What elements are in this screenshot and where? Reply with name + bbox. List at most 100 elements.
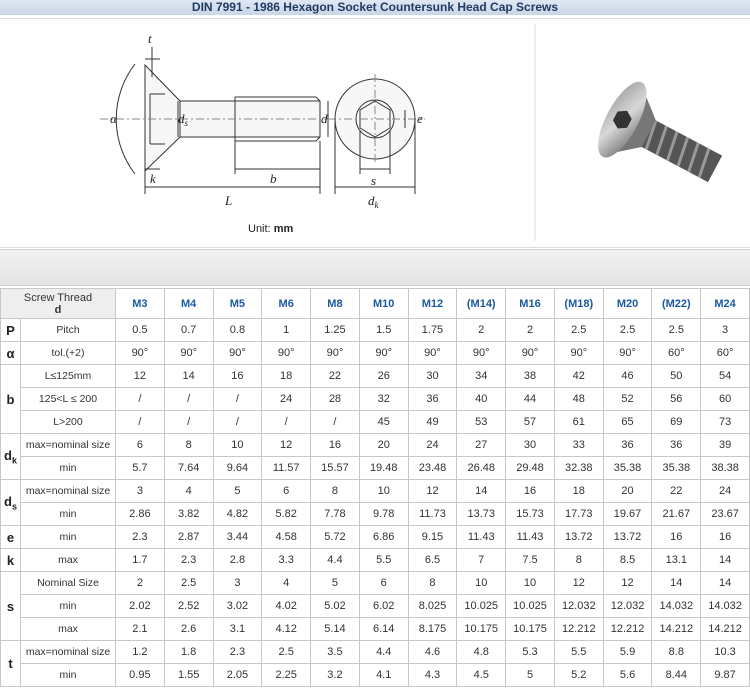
dimension-text: e — [417, 111, 423, 126]
cell: 1.5 — [358, 318, 409, 342]
row-label: min — [20, 502, 116, 526]
symbol: α — [6, 345, 15, 361]
cell: 32.38 — [553, 456, 604, 480]
cell: 90° — [163, 341, 214, 365]
cell: 11.57 — [261, 456, 312, 480]
cell: 10 — [505, 571, 555, 595]
cell: 5.82 — [261, 502, 312, 526]
table-row: min 5.7 7.64 9.64 11.57 15.57 19.48 23.48 26.48 2… — [1, 456, 750, 480]
row-label: min — [20, 456, 116, 480]
header-row: Screw Thread d M3 M4 M5 M6 M8 M10 M12 (M14) M16 (M1… — [0, 288, 750, 319]
cell: 1.25 — [310, 318, 360, 342]
cell: 60 — [700, 387, 750, 411]
header-text: Screw Thread — [23, 291, 93, 304]
header-subtext: d — [54, 303, 62, 316]
cell: 8.5 — [602, 548, 653, 572]
dimension-sub: s — [185, 118, 189, 128]
cell: 15.57 — [310, 456, 360, 480]
cell: 14 — [456, 479, 507, 503]
cell: 2.5 — [261, 640, 312, 664]
cell: 11.43 — [505, 525, 555, 549]
table-row: t max=nominal size 1.2 1.8 2.3 2.5 3.5 4.4 4.6 4.… — [0, 640, 750, 687]
screw-photo — [598, 81, 723, 183]
cell: 10.025 — [505, 594, 555, 618]
cell: 46 — [602, 364, 653, 388]
symbol-cell: b — [0, 364, 21, 434]
dimension-text: s — [371, 173, 376, 188]
separator-bar — [0, 249, 750, 286]
cell: 2 — [456, 318, 507, 342]
cell: 19.48 — [358, 456, 409, 480]
cell: 1 — [261, 318, 312, 342]
symbol: s — [6, 598, 15, 614]
cell: 9.15 — [407, 525, 458, 549]
dimension-label: e — [417, 111, 423, 126]
column-header: M10 — [358, 288, 409, 319]
cell: 2.25 — [261, 663, 312, 687]
row-label: max=nominal size — [20, 479, 116, 503]
row-label: tol.(+2) — [20, 341, 116, 365]
cell: 2.3 — [212, 640, 263, 664]
dimension-text: d — [178, 111, 185, 126]
row-label: 125<L ≤ 200 — [20, 387, 116, 411]
dimension-label: dk — [368, 193, 380, 210]
cell: 5.2 — [553, 663, 604, 687]
symbol-cell: dk — [0, 433, 21, 480]
cell: 1.7 — [115, 548, 165, 572]
cell: 11.43 — [456, 525, 507, 549]
symbol: d — [4, 493, 12, 509]
cell: 17.73 — [553, 502, 604, 526]
cell: 2.02 — [115, 594, 165, 618]
symbol-cell: s — [0, 571, 21, 641]
cell: 26 — [358, 364, 409, 388]
symbol-cell: ds — [0, 479, 21, 526]
unit-prefix: Unit: — [248, 223, 271, 235]
cell: 24 — [407, 433, 458, 457]
cell: 12.032 — [553, 594, 604, 618]
dimension-label: s — [371, 173, 376, 188]
row-label: min — [20, 525, 116, 549]
row-label: max=nominal size — [20, 640, 116, 664]
screw-drawing — [100, 24, 536, 241]
cell: 2.1 — [115, 617, 165, 641]
cell: 22 — [310, 364, 360, 388]
cell: 2.5 — [651, 318, 702, 342]
dimension-text: α — [110, 111, 118, 126]
symbol-cell: α — [0, 341, 21, 365]
cell: 14 — [700, 571, 750, 595]
cell: 4.3 — [407, 663, 458, 687]
cell: 53 — [456, 410, 507, 434]
cell: 21.67 — [651, 502, 702, 526]
table-row: min 0.95 1.55 2.05 2.25 3.2 4.1 4.3 4.5 5 5.2 5.6 8.… — [1, 663, 750, 687]
cell: 30 — [505, 433, 555, 457]
cell: 10.025 — [456, 594, 507, 618]
table-row: 125<L ≤ 200///24 28 32 36 40 44 48 52 56 60 — [1, 387, 750, 411]
cell: 73 — [700, 410, 750, 434]
cell: 24 — [700, 479, 750, 503]
cell: 56 — [651, 387, 702, 411]
cell: 4.5 — [456, 663, 507, 687]
column-header: M8 — [310, 288, 360, 319]
cell: 23.48 — [407, 456, 458, 480]
cell: 35.38 — [602, 456, 653, 480]
cell: 65 — [602, 410, 653, 434]
cell: 8 — [163, 433, 214, 457]
cell: 23.67 — [700, 502, 750, 526]
cell: 4.02 — [261, 594, 312, 618]
cell: 6.86 — [358, 525, 409, 549]
row-label: Pitch — [20, 318, 116, 342]
header-label: Screw Thread d — [0, 288, 116, 319]
column-header: (M18) — [553, 288, 604, 319]
cell: 60° — [700, 341, 750, 365]
cell: 2.6 — [163, 617, 214, 641]
cell: 6 — [261, 479, 312, 503]
dimension-text: d — [321, 111, 328, 126]
unit: mm — [274, 223, 294, 235]
dimension-label: b — [270, 171, 277, 186]
cell: 42 — [553, 364, 604, 388]
cell: 2 — [505, 318, 555, 342]
cell: 2.8 — [212, 548, 263, 572]
cell: 8 — [407, 571, 458, 595]
cell: 16 — [505, 479, 555, 503]
cell: 4 — [261, 571, 312, 595]
